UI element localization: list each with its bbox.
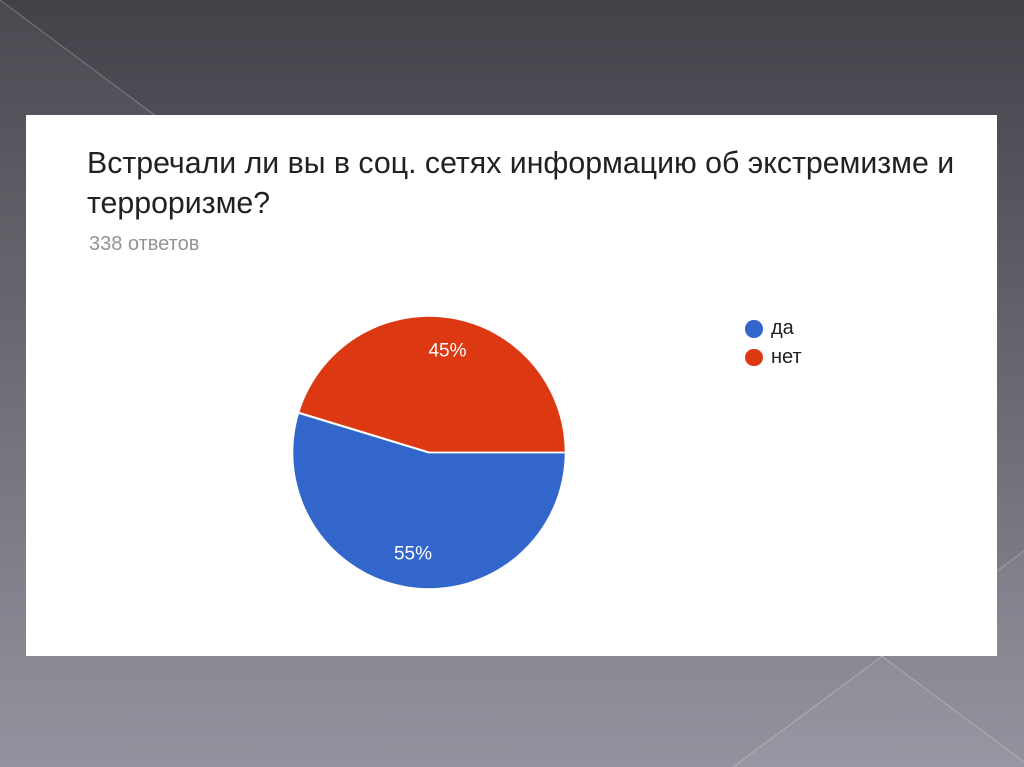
svg-text:55%: 55% [394, 544, 432, 565]
svg-text:45%: 45% [428, 341, 466, 362]
